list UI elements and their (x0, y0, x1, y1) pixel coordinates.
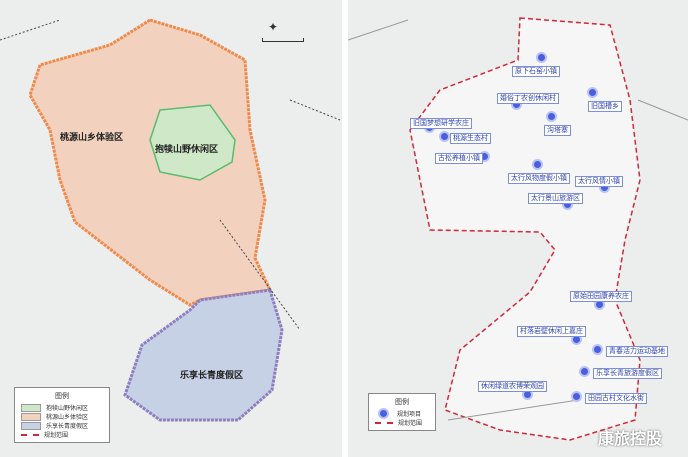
project-label: 旧国槽乡 (588, 101, 622, 112)
left-map-shapes (0, 18, 341, 422)
project-pin[interactable] (524, 391, 531, 398)
zone-baodu (149, 104, 236, 181)
project-label: 沟塔寨 (544, 125, 571, 136)
project-pin[interactable] (513, 101, 520, 108)
legend-item: 桃源山乡体验区 (46, 414, 89, 421)
project-pin[interactable] (538, 54, 545, 61)
project-pin[interactable] (581, 368, 588, 375)
boundary-line-icon (375, 421, 393, 424)
legend-title: 图例 (395, 398, 409, 406)
project-pin[interactable] (594, 346, 601, 353)
project-pin[interactable] (481, 153, 488, 160)
left-zoning-map: 桃源山乡体验区 抱犊山野休闲区 乐享长青度假区 ✦ 图例 抱犊山野休闲区 桃源山… (0, 0, 342, 457)
project-pin[interactable] (441, 133, 448, 140)
project-pin[interactable] (564, 201, 571, 208)
project-dot-icon (380, 410, 387, 417)
project-label: 乐享长青旅游度假区 (593, 368, 662, 379)
project-pin[interactable] (548, 113, 555, 120)
north-arrow-icon: ✦ (268, 20, 279, 34)
legend-title: 图例 (55, 392, 69, 400)
project-label: 太行风情小镇 (575, 176, 623, 187)
project-label: 太行景山旅游区 (528, 193, 583, 204)
project-label: 休闲绿道农博荣观园 (478, 381, 547, 392)
project-pin[interactable] (601, 184, 608, 191)
boundary-line-icon (21, 433, 39, 436)
zone-lexiang (123, 288, 284, 422)
project-pin[interactable] (573, 393, 580, 400)
project-label: 婚俗丁农创休闲村 (497, 93, 559, 104)
project-label: 田园古村文化水街 (585, 393, 647, 404)
swatch-icon (21, 421, 41, 430)
legend-item: 乐享长青度假区 (46, 423, 89, 430)
project-pin[interactable] (573, 336, 580, 343)
project-label: 原始田园康养农庄 (570, 291, 632, 302)
zone-taoyuan (28, 18, 273, 307)
project-label: 桃源生态村 (450, 133, 491, 144)
project-label: 原下石窑小镇 (512, 66, 560, 77)
right-legend: 图例 规划项目 规划范围 (368, 393, 436, 431)
watermark: 康旅控股 (597, 429, 662, 448)
project-label: 青春活力运动基地 (606, 346, 668, 357)
legend-item: 规划范围 (398, 420, 423, 427)
zone-label-lexiang: 乐享长青度假区 (180, 371, 244, 381)
project-pin[interactable] (596, 301, 603, 308)
legend-item: 规划项目 (397, 411, 422, 418)
zone-label-baodu: 抱犊山野休闲区 (155, 145, 219, 155)
left-legend: 图例 抱犊山野休闲区 桃源山乡体验区 乐享长青度假区 规划范围 (14, 387, 110, 443)
project-pin[interactable] (534, 161, 541, 168)
swatch-icon (21, 403, 41, 412)
project-label: 村落岩壁休闲上嘉庄 (517, 326, 586, 337)
swatch-icon (21, 412, 41, 421)
legend-item: 规划范围 (44, 432, 69, 439)
project-label: 旧国梦想研学农庄 (410, 118, 472, 129)
scale-bar (262, 38, 304, 42)
legend-item: 抱犊山野休闲区 (46, 405, 89, 412)
project-label: 古松养植小镇 (435, 153, 483, 164)
project-pin[interactable] (589, 89, 596, 96)
right-project-map: 原下石窑小镇婚俗丁农创休闲村旧国槽乡沟塔寨 旧国梦想研学农庄桃源生态村古松养植小镇… (348, 0, 688, 457)
zone-label-taoyuan: 桃源山乡体验区 (60, 133, 124, 143)
project-label: 太行风物度假小镇 (508, 173, 570, 184)
